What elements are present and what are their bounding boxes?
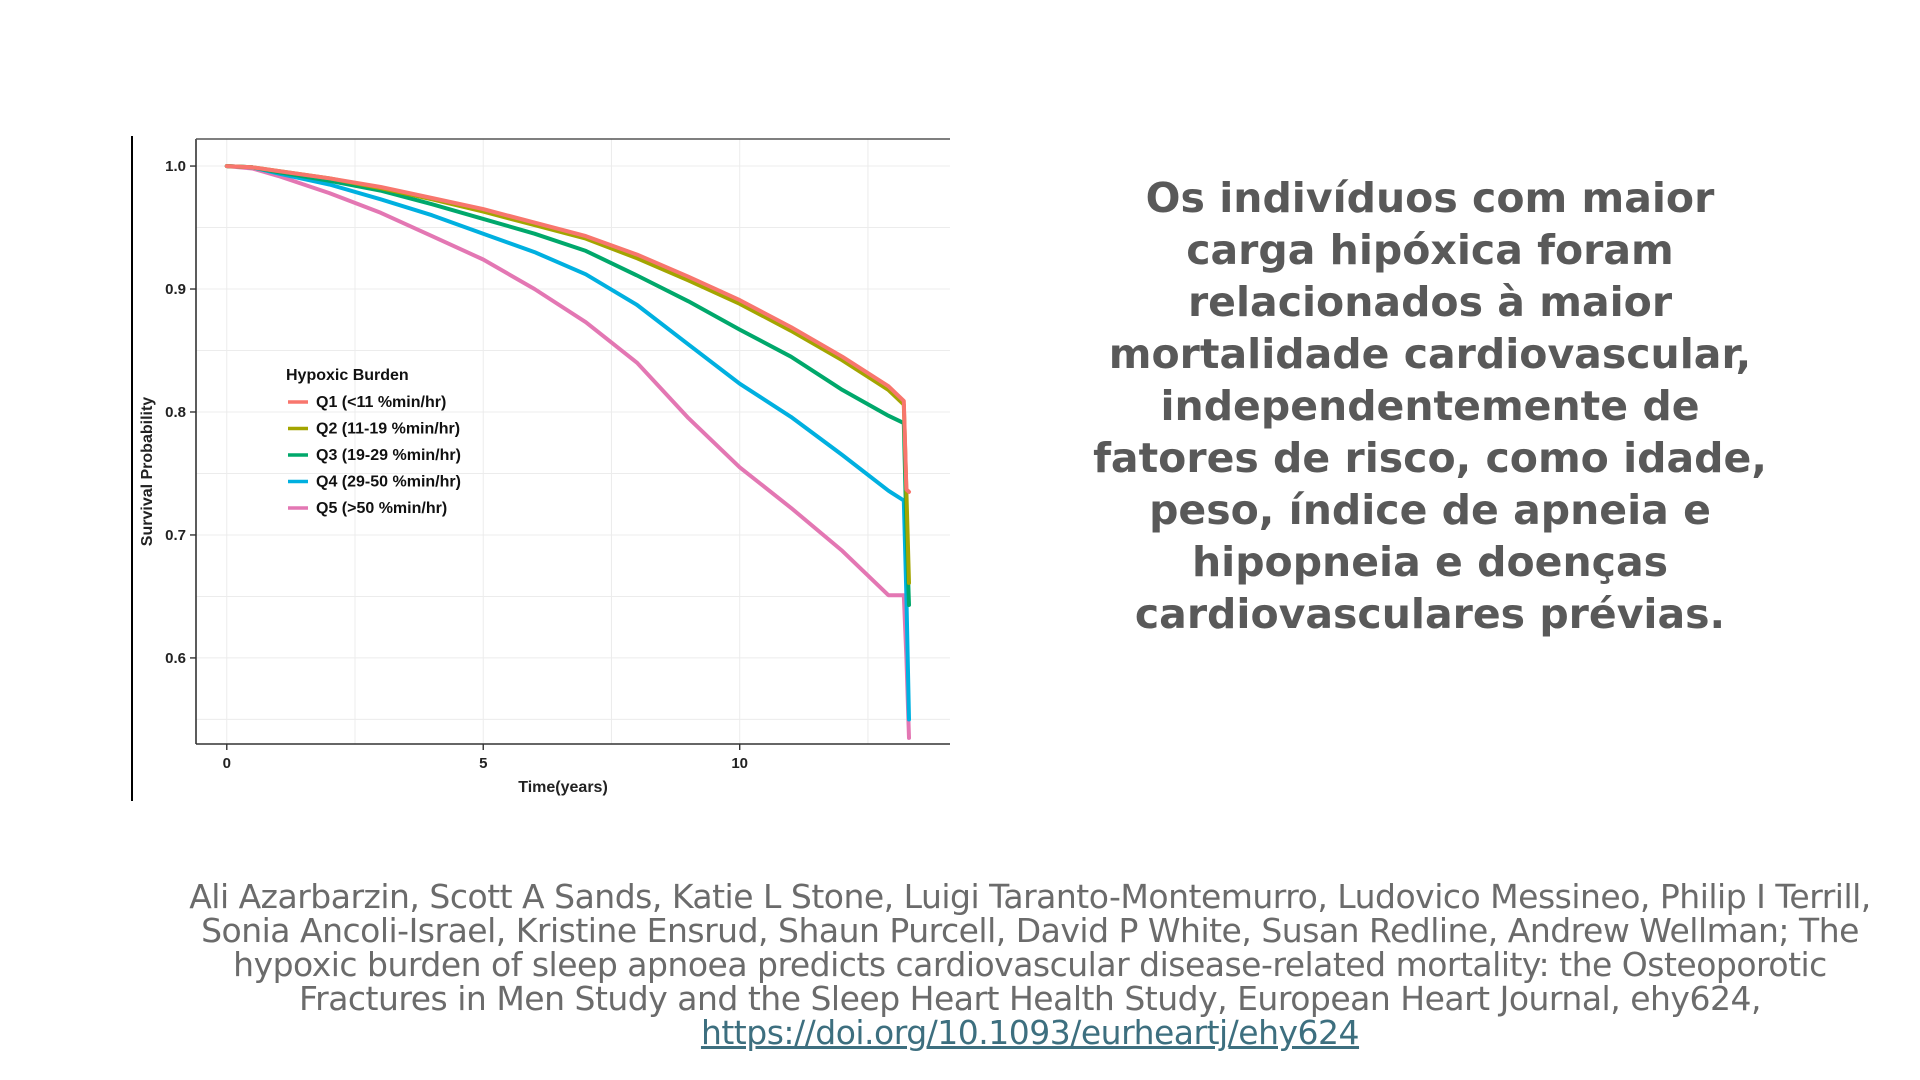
legend-label-q4: Q4 (29-50 %min/hr) [316, 474, 461, 491]
citation: Ali Azarbarzin, Scott A Sands, Katie L S… [160, 880, 1900, 1050]
survival-chart: 0.6 0.7 0.8 0.9 1.0 0 5 10 Time(years) Survival P… [126, 126, 956, 810]
legend-label-q3: Q3 (19-29 %min/hr) [316, 447, 461, 464]
survival-chart-svg: 0.6 0.7 0.8 0.9 1.0 0 5 10 Time(years) Survival P… [126, 126, 956, 810]
x-axis-title: Time(years) [518, 779, 608, 796]
series-line-q3 [224, 164, 911, 607]
legend-label-q5: Q5 (>50 %min/hr) [316, 500, 447, 517]
y-tick-label: 0.6 [165, 650, 186, 667]
series-line-q1 [224, 164, 911, 494]
citation-text: Ali Azarbarzin, Scott A Sands, Katie L S… [189, 877, 1871, 1018]
legend-title: Hypoxic Burden [286, 367, 409, 384]
series-line-q4 [224, 164, 911, 722]
legend: Hypoxic Burden Q1 (<11 %min/hr) Q2 (11-19 … [286, 367, 461, 517]
y-tick-label: 1.0 [165, 158, 186, 175]
y-tick-label: 0.7 [165, 527, 186, 544]
series-layer [224, 164, 911, 740]
chart-background [126, 126, 956, 810]
axis-layer: 0.6 0.7 0.8 0.9 1.0 0 5 10 Time(years) Survival P… [139, 138, 950, 796]
legend-label-q1: Q1 (<11 %min/hr) [316, 394, 446, 411]
doi-link[interactable]: https://doi.org/10.1093/eurheartj/ehy624 [700, 1013, 1360, 1052]
y-axis-title: Survival Probability [139, 397, 156, 546]
x-tick-label: 0 [223, 755, 231, 772]
x-tick-label: 10 [731, 755, 748, 772]
x-tick-label: 5 [479, 755, 487, 772]
y-tick-label: 0.8 [165, 404, 186, 421]
statement-text: Os indivíduos com maior carga hipóxica f… [1093, 174, 1767, 638]
series-line-q5 [224, 164, 911, 740]
y-tick-label: 0.9 [165, 281, 186, 298]
legend-label-q2: Q2 (11-19 %min/hr) [316, 421, 460, 438]
